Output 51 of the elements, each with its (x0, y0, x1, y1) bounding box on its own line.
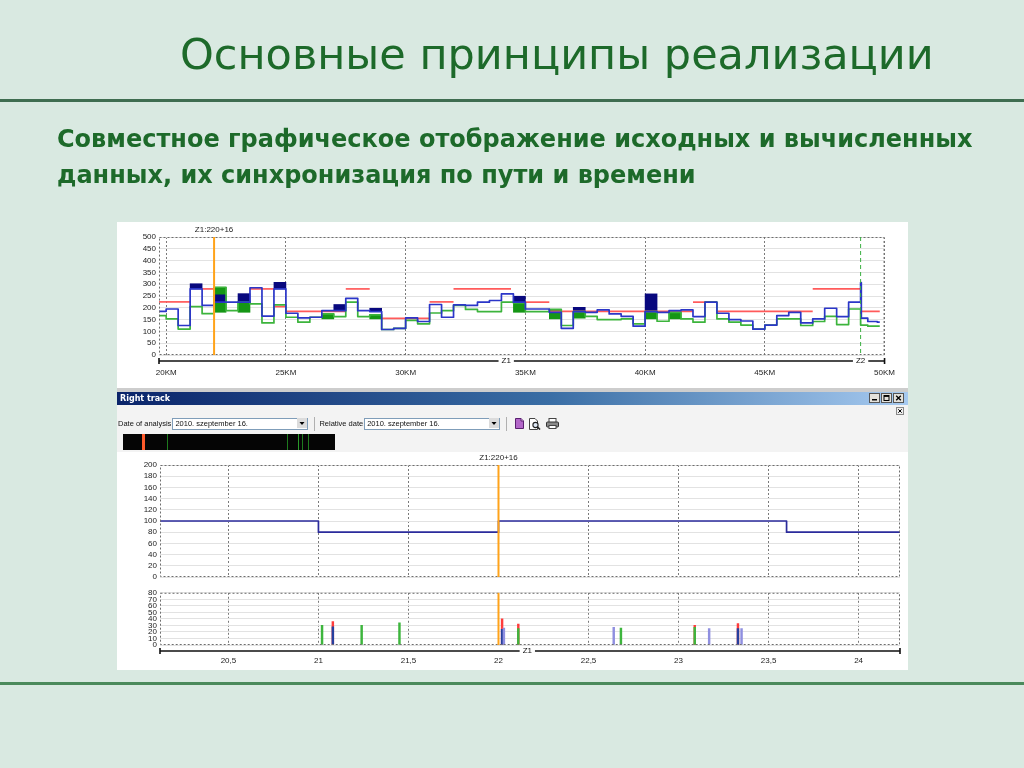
x-tick-label: 21 (313, 656, 324, 665)
x-tick-label: 22,5 (580, 656, 597, 665)
x-tick-label: 21,5 (400, 656, 417, 665)
y-tick-label: 100 (143, 516, 158, 526)
y-tick-label: 60 (148, 538, 158, 548)
y-tick-label: 400 (142, 255, 157, 265)
y-tick-label: 200 (142, 303, 157, 312)
y-tick-label: 350 (142, 267, 157, 277)
annotation: Z1 (522, 646, 533, 656)
y-tick-label: 40 (148, 549, 158, 559)
y-tick-label: 250 (142, 291, 157, 301)
y-tick-label: 50 (147, 338, 157, 348)
y-tick-label: 0 (151, 350, 157, 360)
y-tick-label: 300 (142, 279, 157, 289)
x-tick-label: 45KM (754, 368, 776, 377)
y-tick-label: 500 (142, 232, 157, 242)
y-tick-label: 120 (143, 505, 158, 514)
x-tick-label: 23,5 (760, 656, 777, 665)
y-tick-label: 450 (142, 244, 157, 253)
y-tick-label: 0 (152, 572, 158, 582)
x-tick-label: 30KM (395, 368, 417, 377)
y-tick-label: 0 (152, 640, 158, 650)
y-tick-label: 100 (142, 326, 157, 336)
y-tick-label: 80 (148, 527, 158, 537)
chart-title: Основные принципы реализации (180, 29, 934, 79)
x-tick-label: 23 (674, 656, 684, 665)
y-tick-label: 140 (143, 493, 158, 503)
x-tick-label: 22 (494, 656, 504, 665)
annotation: Z1:220+16 (194, 225, 234, 235)
y-tick-label: 50 (148, 607, 158, 617)
y-tick-label: 160 (143, 482, 158, 492)
y-tick-label: 20 (148, 561, 158, 570)
chart-subtitle: Совместное графическое отображение исходных и вычисленных данных, их синхронизация по пути и времени (57, 124, 974, 191)
x-tick-label: 35KM (514, 368, 537, 377)
text: Right track (120, 393, 171, 404)
annotation: Z1:220+16 (479, 453, 519, 463)
y-tick-label: 30 (148, 620, 158, 630)
x-tick-label: 20KM (155, 368, 177, 377)
x-tick-label: 40KM (634, 368, 656, 377)
annotation: Z1 (501, 356, 512, 366)
y-tick-label: 10 (148, 633, 158, 643)
y-tick-label: 70 (148, 594, 158, 604)
x-tick-label: 20,5 (220, 656, 237, 665)
x-tick-label: 50KM (874, 368, 896, 377)
x-tick-label: 24 (854, 656, 864, 665)
y-tick-label: 180 (143, 471, 158, 481)
x-tick-label: 25KM (275, 368, 297, 377)
y-tick-label: 200 (143, 460, 158, 470)
y-tick-label: 150 (142, 314, 157, 324)
y-tick-label: 80 (148, 588, 158, 597)
annotation: Z2 (855, 356, 866, 366)
